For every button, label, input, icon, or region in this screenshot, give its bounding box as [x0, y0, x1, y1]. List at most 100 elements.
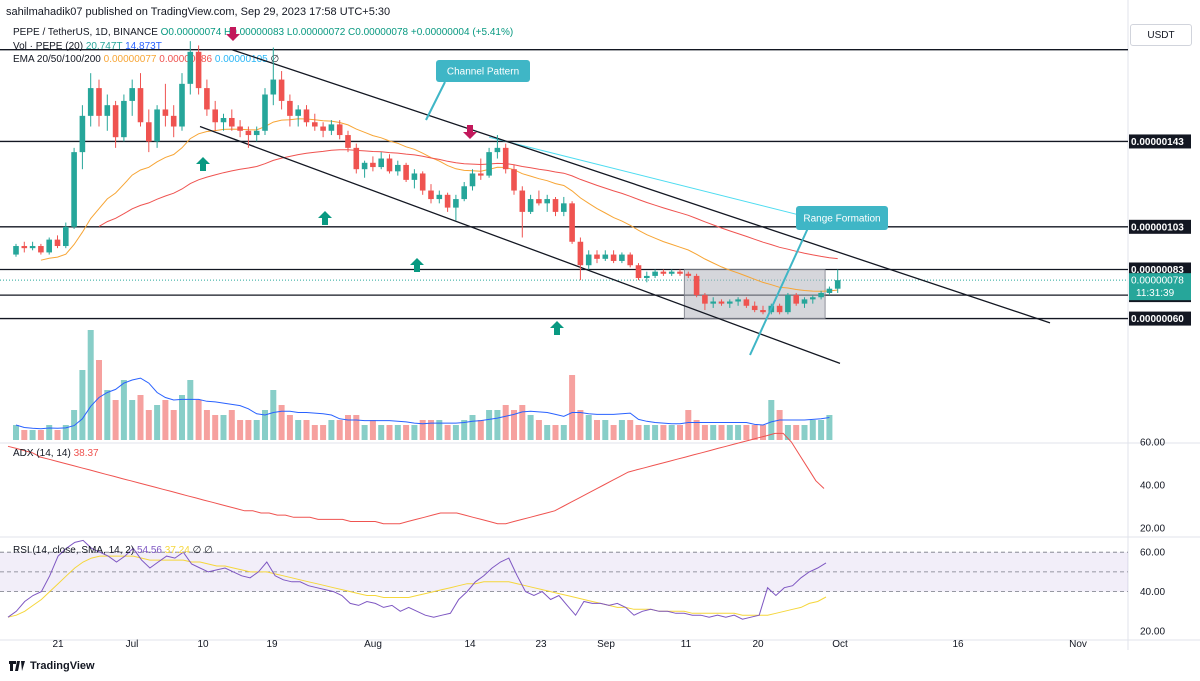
- volume-bar: [179, 395, 185, 440]
- adx-tick-label: 20.00: [1140, 524, 1165, 535]
- candle-body: [577, 241, 584, 266]
- candle-body: [610, 254, 617, 261]
- volume-bar: [403, 425, 410, 440]
- ema-label[interactable]: EMA 20/50/100/200: [13, 54, 101, 65]
- volume-bar: [104, 390, 111, 440]
- candle-body: [793, 295, 799, 304]
- candle-body: [237, 126, 243, 131]
- volume-bar: [162, 400, 169, 440]
- range-formation-annotation-label: Range Formation: [803, 214, 880, 225]
- candle-body: [652, 271, 658, 276]
- volume-bar: [46, 425, 53, 440]
- ema-lines: [40, 118, 838, 292]
- volume-bar: [328, 420, 335, 440]
- candle-body: [129, 88, 135, 101]
- candle-body: [21, 246, 28, 249]
- candle-body: [146, 122, 152, 142]
- volume-bar: [685, 410, 692, 440]
- rsi-pane: [7, 539, 827, 620]
- rsi-band: [0, 551, 1128, 592]
- candle-body: [527, 199, 534, 212]
- volume-bar: [610, 425, 617, 440]
- volume-bar: [369, 420, 376, 440]
- volume-bar: [826, 415, 833, 440]
- candle-body: [87, 88, 94, 116]
- candle-body: [511, 169, 517, 191]
- candle-body: [502, 147, 509, 170]
- candle-body: [245, 130, 252, 136]
- candle-body: [461, 186, 467, 200]
- candle-body: [552, 199, 559, 212]
- volume-bar: [594, 420, 600, 440]
- candle-body: [619, 254, 625, 261]
- volume-bar: [386, 425, 393, 440]
- volume-bar: [286, 415, 293, 440]
- volume-bar: [245, 420, 252, 440]
- level-label-box: [1129, 219, 1191, 234]
- volume-bar: [428, 420, 434, 440]
- channel-pattern-annotation-label: Channel Pattern: [447, 67, 519, 78]
- currency-selector[interactable]: USDT: [1130, 24, 1192, 46]
- legend-symbol-row: PEPE / TetherUS, 1D, BINANCE O0.00000074…: [13, 27, 513, 38]
- candle-body: [785, 295, 791, 313]
- volume-bar: [511, 410, 517, 440]
- volume-bar: [668, 425, 675, 440]
- countdown-label: 11:31:39: [1136, 288, 1175, 299]
- volume-bar: [494, 410, 501, 440]
- rsi-tick-label: 40.00: [1140, 587, 1165, 598]
- ema20-line: [40, 118, 838, 292]
- volume-bar: [452, 425, 459, 440]
- volume-bar: [262, 410, 268, 440]
- price-axis[interactable]: 0.000001800.000001700.000001600.00000150…: [1136, 0, 1189, 638]
- support-resistance-lines: [0, 49, 1128, 320]
- candle-body: [336, 124, 343, 136]
- candle-body: [220, 117, 227, 123]
- time-tick-label: 19: [266, 639, 278, 650]
- candle-body: [536, 199, 542, 204]
- candle-body: [436, 194, 443, 200]
- candle-body: [668, 271, 675, 274]
- volume-bar: [378, 425, 385, 440]
- symbol-label[interactable]: PEPE / TetherUS, 1D, BINANCE: [13, 27, 158, 38]
- volume-bar: [569, 375, 576, 440]
- tradingview-logo[interactable]: TradingView: [8, 660, 95, 672]
- candle-body: [370, 162, 376, 168]
- volume-bar: [469, 415, 476, 440]
- candle-body: [569, 203, 575, 242]
- time-tick-label: Oct: [832, 639, 848, 650]
- rsi-value: 54.56: [136, 545, 162, 556]
- channel-lower-line: [199, 125, 841, 365]
- volume-bar: [129, 400, 136, 440]
- candle-body: [112, 105, 119, 138]
- volume-bar: [120, 380, 127, 440]
- candle-body: [469, 173, 476, 187]
- volume-bar: [29, 430, 36, 440]
- candle-body: [121, 100, 127, 138]
- channel-lines: [199, 49, 1051, 365]
- candle-body: [411, 173, 418, 180]
- candle-body: [677, 271, 683, 274]
- volume-bar: [345, 415, 351, 440]
- adx-label[interactable]: ADX (14, 14): [13, 448, 71, 459]
- candle-body: [179, 83, 185, 127]
- volume-bar: [743, 425, 750, 440]
- volume-bar: [336, 420, 343, 440]
- candle-body: [718, 301, 725, 304]
- arrow-up-icon: [196, 157, 210, 171]
- level-label-box: [1129, 134, 1191, 149]
- candle-body: [702, 295, 708, 304]
- last-price-box: [1129, 273, 1191, 301]
- ema100-value: 0.00000105: [214, 54, 268, 65]
- volume-bar: [627, 420, 634, 440]
- volume-label[interactable]: Vol · PEPE (20): [13, 41, 84, 52]
- candle-body: [320, 126, 326, 131]
- volume-bar: [303, 420, 310, 440]
- volume-bar: [602, 420, 609, 440]
- publisher-caption: sahilmahadik07 published on TradingView.…: [6, 6, 391, 18]
- ema50-value: 0.00000086: [159, 54, 213, 65]
- rsi-label[interactable]: RSI (14, close, SMA, 14, 2): [13, 545, 135, 556]
- time-tick-label: 10: [197, 639, 209, 650]
- volume-bar: [677, 425, 683, 440]
- time-axis[interactable]: 21 Jul 10 19 Aug 14 23 Sep 11 20 Oct 16 Nov: [52, 639, 1086, 650]
